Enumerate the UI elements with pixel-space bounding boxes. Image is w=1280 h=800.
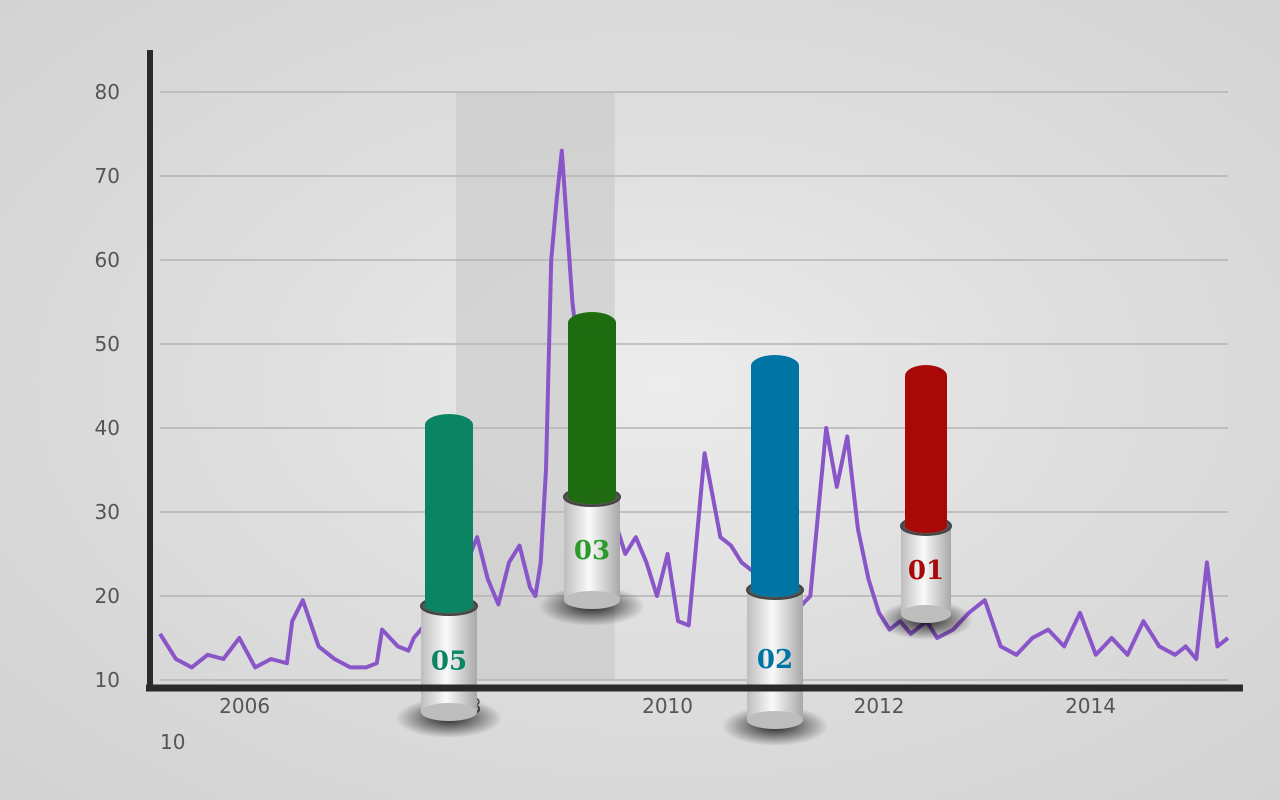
marker-column-top (905, 365, 947, 387)
y-tick-label: 20 (95, 584, 120, 608)
marker-base-bottom (421, 703, 477, 721)
marker-03: 03 (538, 312, 646, 626)
marker-label: 02 (757, 645, 793, 675)
marker-base-bottom (747, 711, 803, 729)
x-tick-label: 2012 (854, 694, 905, 718)
y-tick-label: 40 (95, 416, 120, 440)
marker-02: 02 (721, 355, 829, 746)
marker-column-bottom (751, 583, 799, 597)
y-tick-label: 70 (95, 164, 120, 188)
marker-base-bottom (564, 591, 620, 609)
series-line (158, 148, 1230, 670)
marker-column (425, 425, 473, 606)
cylinder-markers: 05 03 02 01 (395, 312, 974, 746)
marker-01: 01 (878, 365, 974, 640)
gridlines (160, 91, 1228, 681)
y-tick-label: 60 (95, 248, 120, 272)
y-tick-label: 30 (95, 500, 120, 524)
marker-column-bottom (425, 599, 473, 613)
marker-base (564, 497, 620, 600)
marker-05: 05 (395, 414, 503, 738)
marker-label: 01 (908, 556, 944, 586)
marker-label: 05 (431, 647, 467, 677)
x-tick-label: 2014 (1065, 694, 1116, 718)
y-tick-label: 80 (95, 80, 120, 104)
x-axis-ticks: 20062008201020122014 (219, 694, 1116, 718)
extra-axis-label: 10 (160, 730, 186, 754)
marker-column-top (425, 414, 473, 436)
y-axis-ticks: 10 20 30 40 50 60 70 80 (95, 80, 120, 692)
marker-column (905, 376, 947, 526)
marker-column-top (568, 312, 616, 334)
x-tick-label: 2006 (219, 694, 270, 718)
marker-base-bottom (901, 605, 951, 623)
marker-column-top (751, 355, 799, 377)
marker-label: 03 (574, 536, 610, 566)
marker-column (568, 323, 616, 497)
x-tick-label: 2010 (642, 694, 693, 718)
marker-column-bottom (905, 519, 947, 533)
marker-column-bottom (568, 490, 616, 504)
y-tick-label: 10 (95, 668, 120, 692)
marker-column (751, 366, 799, 590)
y-tick-label: 50 (95, 332, 120, 356)
marker-base (747, 590, 803, 720)
marker-base (421, 606, 477, 712)
marker-base (901, 526, 951, 614)
